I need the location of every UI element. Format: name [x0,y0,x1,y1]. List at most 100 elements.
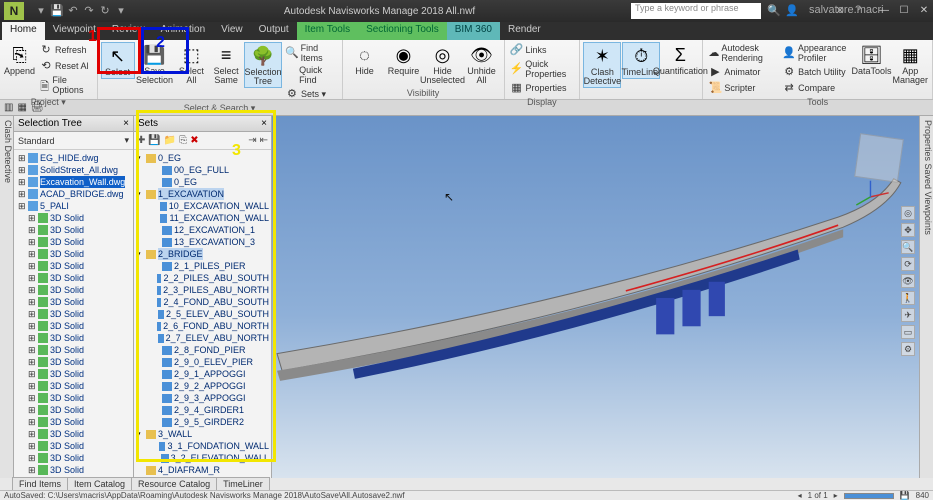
sets-item[interactable]: 11_EXCAVATION_WALL [150,212,269,224]
appearance-profiler-button[interactable]: 👤Appearance Profiler [780,42,851,64]
ribbon-tab-view[interactable]: View [213,22,251,40]
ribbon-tab-bim-360[interactable]: BIM 360 [447,22,500,40]
tree-item[interactable]: ⊞3D Solid [26,440,131,452]
selection-tree[interactable]: ⊞EG_HIDE.dwg⊞SolidStreet_All.dwg⊞Excavat… [14,150,133,478]
sets-item[interactable]: 0_EG [150,176,269,188]
tree-item[interactable]: ⊞3D Solid [26,392,131,404]
panel-close-icon[interactable]: × [123,118,129,129]
left-collapsed-panel[interactable]: Clash Detective [0,116,14,478]
sets-item[interactable]: 2_9_5_GIRDER2 [150,416,269,428]
sets-item[interactable]: 00_EG_FULL [150,164,269,176]
maximize-button[interactable]: ☐ [895,3,913,19]
animator-button[interactable]: ▶Animator [706,64,779,80]
tree-item[interactable]: ⊞3D Solid [26,308,131,320]
qat-refresh-icon[interactable]: ↻ [98,4,112,18]
sets-item[interactable]: 2_1_PILES_PIER [150,260,269,272]
tree-item[interactable]: ⊞ACAD_BRIDGE.dwg [16,188,131,200]
tree-item[interactable]: ⊞3D Solid [26,272,131,284]
ribbon-tab-render[interactable]: Render [500,22,549,40]
links-button[interactable]: 🔗Links [508,42,577,58]
sets-item[interactable]: 2_3_PILES_ABU_NORTH [150,284,269,296]
sets-item[interactable]: 2_6_FOND_ABU_NORTH [150,320,269,332]
tree-item[interactable]: ⊞3D Solid [26,464,131,476]
sets-new-icon[interactable]: ✚ [137,135,145,146]
tree-item[interactable]: ⊞3D Solid [26,452,131,464]
selection-tree-mode-dropdown[interactable]: Standard [18,136,55,146]
exchange-icon[interactable]: ✕ [833,4,847,18]
sets-item[interactable]: 2_8_FOND_PIER [150,344,269,356]
sets-item[interactable]: 2_5_ELEV_ABU_SOUTH [150,308,269,320]
sets-import-icon[interactable]: ⇥ [248,135,256,146]
scripter-button[interactable]: 📜Scripter [706,80,779,96]
qat-save-icon[interactable]: 💾 [50,4,64,18]
sets-item[interactable]: ▾0_EG [136,152,269,164]
tree-item[interactable]: ⊞3D Solid [26,320,131,332]
sets-item[interactable]: 2_2_PILES_ABU_SOUTH [150,272,269,284]
tree-item[interactable]: ⊞EG_HIDE.dwg [16,152,131,164]
datatools-button[interactable]: 🗄DataTools [852,42,890,77]
tree-item[interactable]: ⊞3D Solid [26,416,131,428]
panel-close-icon[interactable]: × [261,118,267,129]
nav-zoom-icon[interactable]: 🔍 [901,240,915,254]
sets-save-icon[interactable]: 💾 [148,135,160,146]
tree-item[interactable]: ⊞5_PALI [16,200,131,212]
refresh-button[interactable]: ↻Refresh [37,42,93,58]
hide-unselected-button[interactable]: ◎Hide Unselected [424,42,462,86]
ribbon-tab-output[interactable]: Output [251,22,297,40]
nav-walk-icon[interactable]: 🚶 [901,291,915,305]
right-collapsed-panel[interactable]: Properties Saved Viewpoints [919,116,933,478]
tree-item[interactable]: ⊞3D Solid [26,380,131,392]
properties-button[interactable]: ▦Properties [508,80,577,96]
nav-look-icon[interactable]: 👁 [901,274,915,288]
tree-item[interactable]: ⊞Excavation_Wall.dwg [16,176,131,188]
tree-item[interactable]: ⊞3D Solid [26,332,131,344]
sets-item[interactable]: 2_9_4_GIRDER1 [150,404,269,416]
sets-▾-button[interactable]: ⚙Sets ▾ [283,86,339,102]
help-search-input[interactable]: Type a keyword or phrase [631,3,761,19]
selection-tree-button[interactable]: 🌳Selection Tree [244,42,282,88]
view-cube[interactable] [854,133,904,183]
nav-pan-icon[interactable]: ✥ [901,223,915,237]
tree-item[interactable]: ⊞3D Solid [26,344,131,356]
sets-export-icon[interactable]: ⇤ [260,135,268,146]
sets-item[interactable]: 2_9_2_APPOGGI [150,380,269,392]
app-manager-button[interactable]: ▦App Manager [891,42,929,86]
tree-item[interactable]: ⊞SolidStreet_All.dwg [16,164,131,176]
help-icon[interactable]: ? [851,4,865,18]
hide-button[interactable]: ◌Hide [346,42,384,77]
sets-copy-icon[interactable]: ⎘ [179,135,187,146]
quick-properties-button[interactable]: ⚡Quick Properties [508,58,577,80]
minimize-button[interactable]: — [875,3,893,19]
tree-item[interactable]: ⊞3D Solid [26,296,131,308]
tree-item[interactable]: ⊞3D Solid [26,428,131,440]
sets-tree[interactable]: ▾0_EG00_EG_FULL0_EG▾1_EXCAVATION10_EXCAV… [134,150,271,478]
tree-item[interactable]: ⊞3D Solid [26,248,131,260]
tree-item[interactable]: ⊞3D Solid [26,236,131,248]
sets-item[interactable]: 2_9_1_APPOGGI [150,368,269,380]
file-options-button[interactable]: 🗎File Options [37,74,93,96]
sets-item[interactable]: ▾1_EXCAVATION [136,188,269,200]
sets-item[interactable]: 2_4_FOND_ABU_SOUTH [150,296,269,308]
nav-orbit-icon[interactable]: ⟳ [901,257,915,271]
qat-open-icon[interactable]: ▾ [34,4,48,18]
select-all-button[interactable]: ⬚Select All [175,42,209,86]
nav-sel-icon[interactable]: ▭ [901,325,915,339]
close-button[interactable]: ✕ [915,3,933,19]
reset-al-button[interactable]: ⟲Reset Al [37,58,93,74]
sets-item[interactable]: 12_EXCAVATION_1 [150,224,269,236]
append-button[interactable]: ⎘Append [3,42,36,77]
sets-item[interactable]: 3_1_FONDATION_WALL [150,440,269,452]
3d-viewport[interactable]: ◎ ✥ 🔍 ⟳ 👁 🚶 ✈ ▭ ⚙ ↖ [272,116,919,478]
print-icon[interactable]: 🖨 [31,102,44,113]
sets-delete-icon[interactable]: ✖ [190,135,198,146]
select-button[interactable]: ↖Select [101,42,135,79]
qat-more-icon[interactable]: ▾ [114,4,128,18]
sets-item[interactable]: 3_2_ELEVATION_WALL [150,452,269,464]
sets-item[interactable]: 10_EXCAVATION_WALL [150,200,269,212]
batch-utility-button[interactable]: ⚙Batch Utility [780,64,851,80]
signin-icon[interactable]: 👤 [785,4,799,18]
tree-item[interactable]: ⊞3D Solid [26,404,131,416]
unhide-all-button[interactable]: 👁Unhide All [463,42,501,86]
viewmode-icon-2[interactable]: ▦ [17,102,26,113]
sets-item[interactable]: ▾3_WALL [136,428,269,440]
